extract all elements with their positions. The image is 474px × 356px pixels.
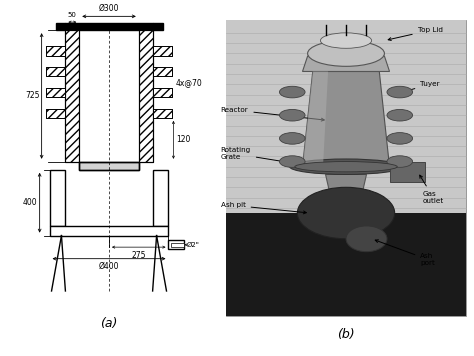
Bar [153,46,173,56]
Bar [55,23,65,30]
Bar [46,46,65,56]
Bar [79,162,139,170]
Bar [46,88,65,97]
Text: 4x@70: 4x@70 [175,78,202,87]
Bar [153,23,163,30]
Ellipse shape [295,162,397,172]
Ellipse shape [280,156,305,167]
Bar [226,213,466,316]
Bar [46,46,65,56]
Bar [226,20,466,316]
Bar [50,170,65,226]
Text: Ø2": Ø2" [186,242,199,248]
Text: Gas
outlet: Gas outlet [419,175,444,204]
Ellipse shape [387,109,412,121]
Text: 275: 275 [131,251,146,260]
Text: Top Lid: Top Lid [388,27,443,41]
Ellipse shape [297,187,395,239]
Text: Tuyer: Tuyer [406,81,440,91]
Ellipse shape [280,109,305,121]
Bar [153,109,173,118]
Text: Ø300: Ø300 [99,4,119,13]
Ellipse shape [290,159,402,174]
Bar [65,30,79,162]
Text: 120: 120 [176,135,191,144]
Text: 725: 725 [25,91,40,100]
Bar [46,88,65,97]
Ellipse shape [280,132,305,144]
Ellipse shape [280,86,305,98]
Bar [79,162,139,170]
Bar [65,30,79,162]
Text: Ash pit: Ash pit [220,202,306,214]
Bar [153,109,173,118]
Ellipse shape [308,41,384,66]
Text: Ash
port: Ash port [375,240,435,266]
Bar [50,226,168,236]
Polygon shape [302,72,390,167]
Bar [139,30,153,162]
Text: Reactor: Reactor [220,107,324,121]
Bar [139,30,153,162]
Bar [65,23,153,30]
Ellipse shape [320,33,372,48]
Polygon shape [302,56,390,72]
Text: Ø400: Ø400 [99,262,119,271]
Bar [390,162,425,182]
Bar [46,109,65,118]
Bar [226,20,466,213]
Ellipse shape [387,132,412,144]
Bar [172,242,184,247]
Text: 50: 50 [68,11,77,17]
Text: 400: 400 [23,198,37,207]
Ellipse shape [387,156,412,167]
Bar [168,240,184,250]
Text: (a): (a) [100,317,118,330]
Polygon shape [326,174,366,208]
Text: Rotating
Grate: Rotating Grate [220,147,311,167]
Ellipse shape [387,86,412,98]
Bar [46,67,65,76]
Bar [153,46,173,56]
Polygon shape [302,72,328,167]
Bar [46,109,65,118]
Bar [153,67,173,76]
Bar [153,88,173,97]
Bar [153,88,173,97]
Bar [153,67,173,76]
Ellipse shape [346,226,387,252]
Bar [153,170,168,226]
Bar [46,67,65,76]
Text: (b): (b) [337,328,355,341]
